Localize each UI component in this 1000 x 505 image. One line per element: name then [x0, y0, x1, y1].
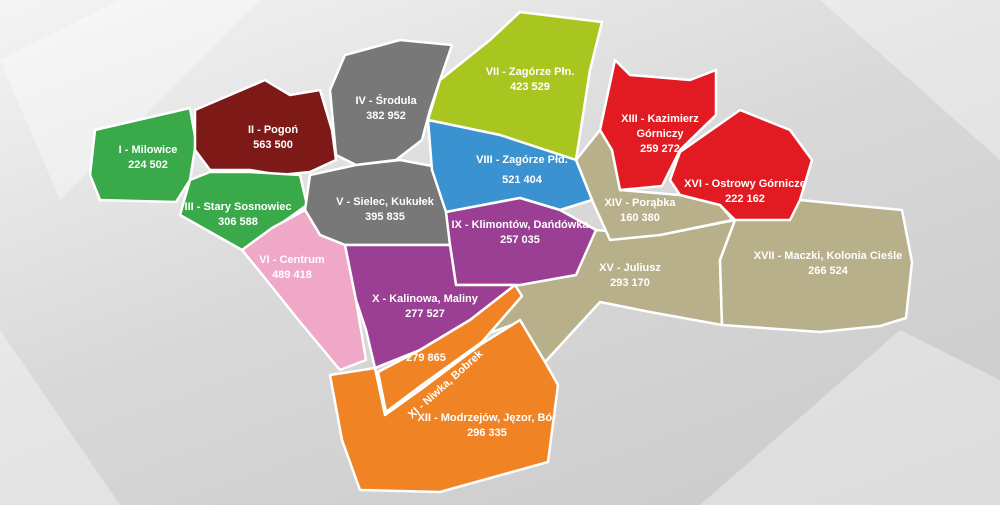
district-name: II - Pogoń — [247, 124, 299, 136]
district-name: X - Kalinowa, Maliny — [372, 293, 478, 305]
district-label: VII - Zagórze Płn. 423 529 — [486, 65, 575, 95]
district-population: 222 162 — [725, 193, 765, 205]
district-label: II - Pogoń 563 500 — [248, 123, 298, 153]
district-area — [193, 78, 338, 177]
bg-shape — [0, 330, 120, 505]
district-area — [718, 198, 914, 334]
district-label: XIII - Kazimierz Górniczy 259 272 — [610, 112, 710, 157]
district-population: 395 835 — [365, 211, 405, 223]
district-population: 224 502 — [128, 159, 168, 171]
district-population: 279 865 — [406, 352, 446, 364]
district-name: IV - Środula — [355, 95, 417, 107]
district-name: VII - Zagórze Płn. — [485, 66, 575, 78]
district-population: 306 588 — [218, 216, 258, 228]
district-name: VIII - Zagórze Płd. — [476, 154, 568, 166]
district-population: 277 527 — [405, 308, 445, 320]
bg-shape — [820, 0, 1000, 160]
districts — [88, 10, 914, 494]
district-label: VIII - Zagórze Płd. 521 404 — [476, 153, 568, 188]
district-population: 293 170 — [610, 277, 650, 289]
district-name: III - Stary Sosnowiec — [184, 201, 292, 213]
district-label: III - Stary Sosnowiec 306 588 — [185, 200, 292, 230]
district-population: 296 335 — [467, 427, 507, 439]
district-population: 382 952 — [366, 110, 406, 122]
district-name: VI - Centrum — [259, 254, 325, 266]
district-population: 257 035 — [500, 234, 540, 246]
district-name: XII - Modrzejów, Jęzor, Bór — [417, 412, 557, 424]
bg-shape — [700, 330, 1000, 505]
district-population: 423 529 — [510, 81, 550, 93]
district-population: 266 524 — [808, 265, 848, 277]
district-label: VI - Centrum 489 418 — [259, 253, 324, 283]
district-name: XVII - Maczki, Kolonia Cieśle — [753, 250, 903, 262]
district-label: X - Kalinowa, Maliny 277 527 — [372, 292, 478, 322]
district-name: XVI - Ostrowy Górnicze — [684, 178, 806, 190]
district-name: IX - Klimontów, Dańdówka — [451, 219, 589, 231]
district-area — [598, 58, 718, 192]
district-population: 521 404 — [502, 174, 542, 186]
district-name: XIV - Porąbka — [604, 197, 676, 209]
district-area — [668, 108, 814, 222]
district-label: IX - Klimontów, Dańdówka 257 035 — [451, 218, 588, 248]
district-label: XIV - Porąbka 160 380 — [605, 196, 676, 226]
district-area — [88, 106, 198, 204]
district-population: 160 380 — [620, 212, 660, 224]
district-area — [376, 283, 524, 414]
district-name: XV - Juliusz — [599, 262, 661, 274]
district-label: XVII - Maczki, Kolonia Cieśle 266 524 — [754, 249, 903, 279]
district-population: 563 500 — [253, 139, 293, 151]
district-name: I - Milowice — [118, 144, 178, 156]
district-label: V - Sielec, Kukułek 395 835 — [336, 195, 434, 225]
district-label: I - Milowice 224 502 — [119, 143, 178, 173]
district-name: XIII - Kazimierz Górniczy — [621, 113, 699, 140]
district-population: 259 272 — [640, 143, 680, 155]
bg-shape — [0, 0, 260, 200]
district-population: 489 418 — [272, 269, 312, 281]
district-label: XVI - Ostrowy Górnicze 222 162 — [684, 177, 806, 207]
district-label: XV - Juliusz 293 170 — [599, 261, 661, 291]
district-label: IV - Środula 382 952 — [355, 94, 416, 124]
district-area — [328, 318, 560, 494]
district-label: XII - Modrzejów, Jęzor, Bór 296 335 — [418, 411, 557, 441]
district-name: V - Sielec, Kukułek — [336, 196, 434, 208]
